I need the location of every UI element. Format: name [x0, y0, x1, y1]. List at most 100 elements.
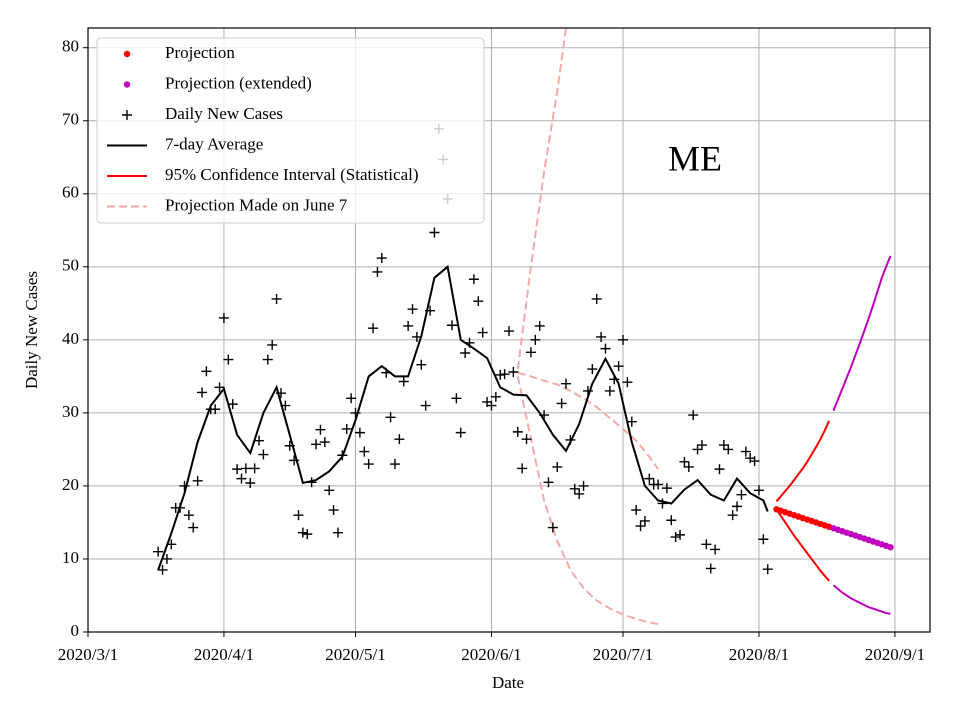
- case-marker: [600, 343, 611, 354]
- case-marker: [183, 510, 194, 521]
- case-marker: [394, 434, 405, 445]
- case-marker: [464, 337, 475, 348]
- case-marker: [609, 374, 620, 385]
- case-marker: [175, 502, 186, 513]
- case-marker: [341, 423, 352, 434]
- y-tick-label: 70: [62, 110, 79, 129]
- case-marker: [368, 323, 379, 334]
- case-marker: [679, 456, 690, 467]
- case-marker: [157, 564, 168, 575]
- case-marker: [618, 334, 629, 345]
- case-marker: [275, 388, 286, 399]
- case-marker: [236, 473, 247, 484]
- ci-line: [832, 584, 891, 615]
- x-tick-label: 2020/3/1: [58, 645, 118, 664]
- case-marker: [604, 385, 615, 396]
- x-axis-label: Date: [492, 673, 524, 692]
- case-marker: [762, 564, 773, 575]
- case-marker: [512, 426, 523, 437]
- case-marker: [552, 461, 563, 472]
- case-marker: [232, 464, 243, 475]
- case-marker: [337, 450, 348, 461]
- case-marker: [675, 529, 686, 540]
- y-tick-label: 0: [71, 621, 80, 640]
- case-marker: [227, 399, 238, 410]
- case-marker: [407, 304, 418, 315]
- legend-label: 7-day Average: [165, 134, 263, 153]
- case-marker: [254, 435, 265, 446]
- plot-area: [153, 28, 894, 625]
- y-tick-label: 80: [62, 37, 79, 56]
- case-marker: [214, 382, 225, 393]
- case-marker: [657, 498, 668, 509]
- case-marker: [297, 527, 308, 538]
- case-marker: [582, 385, 593, 396]
- case-marker: [363, 459, 374, 470]
- case-marker: [569, 483, 580, 494]
- case-marker: [429, 227, 440, 238]
- case-marker: [346, 393, 357, 404]
- case-marker: [411, 331, 422, 342]
- case-marker: [328, 505, 339, 516]
- case-marker: [631, 505, 642, 516]
- legend: Projection Projection (extended) Daily New…: [96, 37, 485, 224]
- legend-box: [96, 37, 485, 224]
- case-marker: [639, 515, 650, 526]
- case-marker: [245, 478, 256, 489]
- case-marker: [587, 364, 598, 375]
- case-marker: [468, 274, 479, 285]
- case-marker: [403, 320, 414, 331]
- case-marker: [197, 387, 208, 398]
- case-marker: [284, 440, 295, 451]
- case-marker: [530, 334, 541, 345]
- legend-label: 95% Confidence Interval (Statistical): [165, 165, 419, 184]
- case-marker: [561, 378, 572, 389]
- case-marker: [508, 366, 519, 377]
- case-marker: [302, 529, 313, 540]
- case-marker: [280, 400, 291, 411]
- y-tick-label: 10: [62, 548, 79, 567]
- case-marker: [258, 449, 269, 460]
- ci-line: [832, 255, 892, 412]
- case-marker: [749, 456, 760, 467]
- case-marker: [696, 440, 707, 451]
- chart-title: ME: [668, 138, 722, 178]
- case-marker: [161, 553, 172, 564]
- case-marker: [381, 367, 392, 378]
- case-marker: [490, 391, 501, 402]
- case-marker: [688, 410, 699, 421]
- legend-marker: [122, 110, 132, 120]
- y-tick-label: 40: [62, 329, 79, 348]
- case-marker: [521, 434, 532, 445]
- case-marker: [376, 253, 387, 264]
- y-axis-label: Daily New Cases: [22, 271, 41, 389]
- case-marker: [596, 331, 607, 342]
- x-tick-label: 2020/6/1: [461, 645, 521, 664]
- case-marker: [271, 293, 282, 304]
- case-marker: [359, 446, 370, 457]
- case-marker: [732, 501, 743, 512]
- x-tick-label: 2020/8/1: [729, 645, 789, 664]
- case-marker: [315, 424, 326, 435]
- case-marker: [385, 412, 396, 423]
- case-marker: [425, 305, 436, 316]
- case-marker: [486, 400, 497, 411]
- case-marker: [218, 312, 229, 323]
- legend-label: Projection: [165, 43, 235, 62]
- legend-marker: [123, 50, 131, 58]
- case-marker: [565, 434, 576, 445]
- old-projection-line: [516, 28, 568, 370]
- case-marker: [613, 361, 624, 372]
- case-marker: [389, 459, 400, 470]
- case-marker: [683, 461, 694, 472]
- case-marker: [446, 320, 457, 331]
- case-marker: [525, 347, 536, 358]
- case-marker: [249, 463, 260, 474]
- case-marker: [192, 475, 203, 486]
- case-marker: [543, 477, 554, 488]
- case-marker: [626, 416, 637, 427]
- case-marker: [319, 437, 330, 448]
- case-marker: [223, 354, 234, 365]
- case-marker: [718, 440, 729, 451]
- case-marker: [692, 444, 703, 455]
